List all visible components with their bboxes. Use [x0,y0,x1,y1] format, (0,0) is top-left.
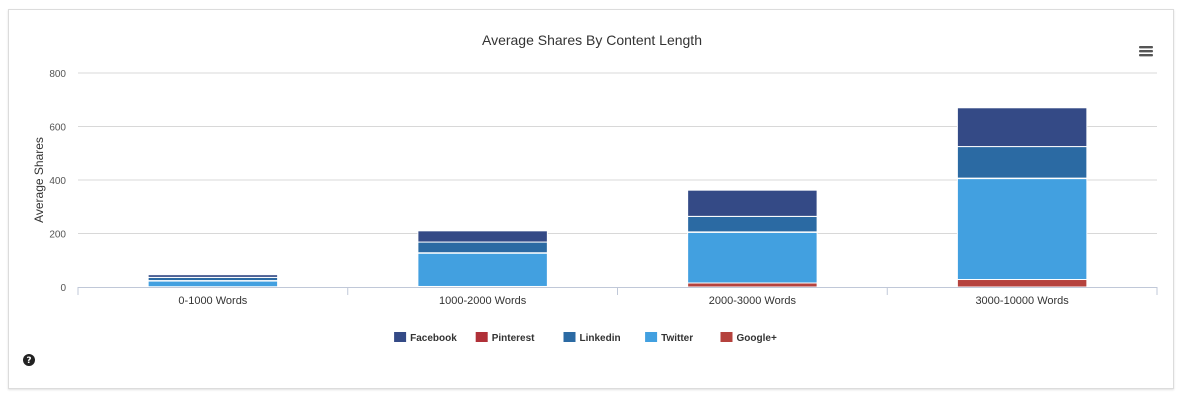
legend-label: Linkedin [580,333,621,344]
bar-segment-linkedin[interactable] [687,215,818,233]
x-tick-label: 2000-3000 Words [709,295,797,307]
hamburger-menu-icon[interactable] [1131,36,1161,66]
legend-swatch [720,332,733,342]
bar-segment-google-[interactable] [956,279,1088,288]
y-tick-label: 800 [49,69,66,80]
x-tick-label: 3000-10000 Words [975,295,1069,307]
y-axis-label: Average Shares [32,137,46,223]
legend: Facebook Pinterest Linkedin Twitter Google+ [394,332,777,344]
question-circle-icon[interactable]: ? [20,351,38,369]
bar-segment-linkedin[interactable] [417,241,548,254]
chart-title: Average Shares By Content Length [482,32,702,48]
bar-segment-facebook[interactable] [687,189,818,217]
x-axis: 0-1000 Words 1000-2000 Words 2000-3000 Wor… [77,287,1158,307]
legend-item-facebook[interactable]: Facebook [394,332,457,344]
y-tick-label: 200 [49,230,66,241]
x-tick-label: 1000-2000 Words [439,295,527,307]
legend-swatch [475,332,488,342]
legend-item-google-[interactable]: Google+ [720,332,777,344]
legend-label: Twitter [661,333,693,344]
legend-label: Facebook [410,333,457,344]
bar-segment-twitter[interactable] [687,231,818,284]
legend-item-twitter[interactable]: Twitter [645,332,693,344]
bar-segment-facebook[interactable] [147,274,279,278]
bar-segment-facebook[interactable] [417,230,548,243]
x-tick-label: 0-1000 Words [178,295,247,307]
svg-text:?: ? [26,356,31,366]
legend-item-pinterest[interactable]: Pinterest [475,332,535,344]
legend-label: Google+ [737,333,777,344]
bar-segment-linkedin[interactable] [956,146,1088,179]
y-tick-label: 600 [49,123,66,134]
legend-label: Pinterest [492,333,535,344]
legend-swatch [394,332,407,342]
bar-segment-twitter[interactable] [417,252,548,287]
legend-swatch [645,332,658,342]
y-tick-label: 0 [60,283,66,294]
bars [147,107,1088,288]
y-tick-label: 400 [49,176,66,187]
bar-segment-twitter[interactable] [956,177,1088,281]
bar-segment-google-[interactable] [687,282,818,288]
legend-swatch [563,332,576,342]
bar-segment-twitter[interactable] [147,280,279,288]
legend-item-linkedin[interactable]: Linkedin [563,332,621,344]
bar-segment-facebook[interactable] [956,107,1088,148]
